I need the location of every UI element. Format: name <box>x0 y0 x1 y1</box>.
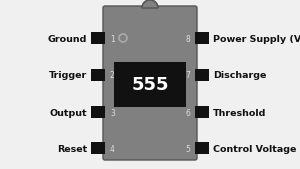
Text: 2: 2 <box>110 71 115 80</box>
Text: 7: 7 <box>185 71 190 80</box>
Text: Control Voltage: Control Voltage <box>213 144 296 153</box>
Text: Power Supply (Vcc): Power Supply (Vcc) <box>213 34 300 43</box>
Text: 5: 5 <box>185 144 190 153</box>
Bar <box>195 32 209 44</box>
Text: Trigger: Trigger <box>49 71 87 80</box>
Text: Ground: Ground <box>48 34 87 43</box>
Bar <box>91 142 105 154</box>
Text: 6: 6 <box>185 108 190 117</box>
Text: 8: 8 <box>185 34 190 43</box>
Wedge shape <box>142 0 158 8</box>
Text: 1: 1 <box>110 34 115 43</box>
FancyBboxPatch shape <box>103 6 197 160</box>
Text: Reset: Reset <box>57 144 87 153</box>
Text: Discharge: Discharge <box>213 71 266 80</box>
Bar <box>91 106 105 118</box>
Bar <box>91 69 105 81</box>
Text: Threshold: Threshold <box>213 108 266 117</box>
Bar <box>91 32 105 44</box>
Text: 3: 3 <box>110 108 115 117</box>
Text: 4: 4 <box>110 144 115 153</box>
Bar <box>195 142 209 154</box>
Text: 555: 555 <box>131 76 169 93</box>
Bar <box>195 106 209 118</box>
Bar <box>195 69 209 81</box>
Bar <box>114 62 186 107</box>
Text: Output: Output <box>50 108 87 117</box>
